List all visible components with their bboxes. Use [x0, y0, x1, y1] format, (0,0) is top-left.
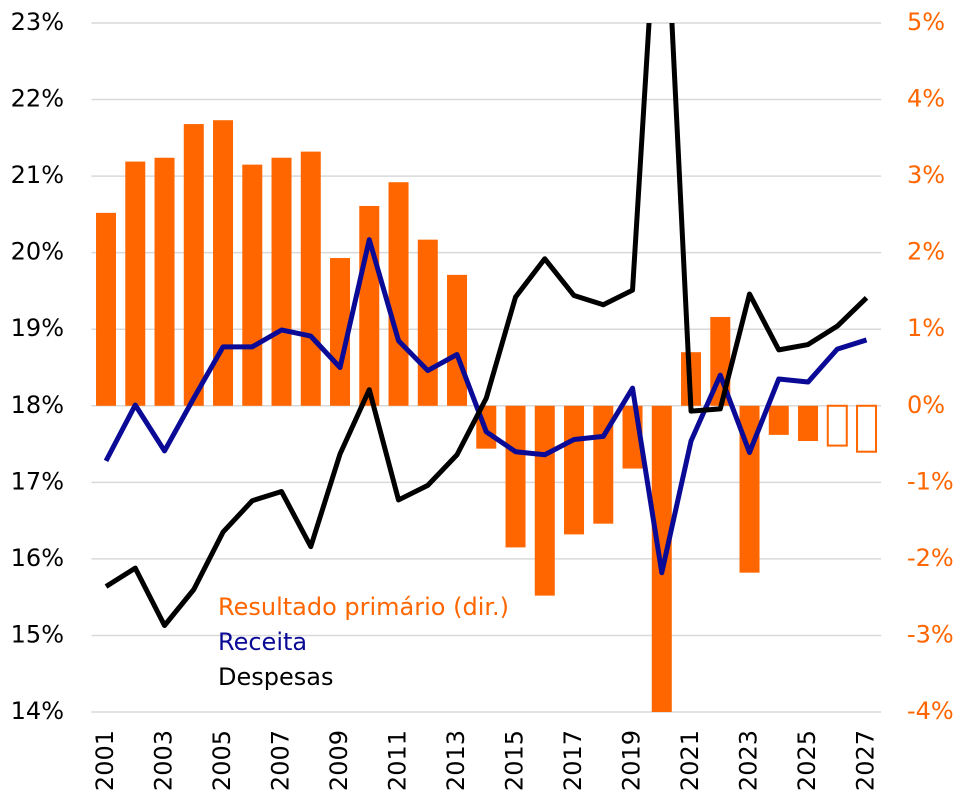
bar: [856, 404, 878, 453]
y-tick-label: 22%: [11, 85, 64, 113]
y2-tick-label: -4%: [907, 697, 954, 725]
legend-entry: Despesas: [218, 663, 333, 691]
y-tick-label: 23%: [11, 8, 64, 36]
y-tick-label: 19%: [11, 314, 64, 342]
lines: [103, 23, 869, 628]
x-tick-label: 2027: [852, 730, 880, 791]
bar: [213, 120, 234, 406]
x-tick-label: 2015: [501, 730, 529, 791]
x-tick-label: 2007: [267, 730, 295, 791]
bar: [96, 212, 117, 406]
y2-tick-label: -1%: [907, 467, 954, 495]
y2-tick-label: 5%: [907, 8, 945, 36]
x-tick-label: 2001: [91, 730, 119, 791]
bar: [359, 205, 380, 406]
bar: [154, 157, 175, 406]
bar: [534, 405, 555, 596]
labels: 14% 15% 16% 17% 18% 19% 20% 21% 22% 23% -4% -3% -2% -…: [11, 8, 954, 791]
y-tick-label: 16%: [11, 544, 64, 572]
x-tick-label: 2025: [793, 730, 821, 791]
x-tick-label: 2023: [735, 730, 763, 791]
bar: [242, 164, 263, 406]
y-tick-label: 17%: [11, 467, 64, 495]
bar: [125, 161, 146, 406]
y-tick-label: 20%: [11, 238, 64, 266]
bar: [183, 124, 204, 406]
x-tick-label: 2019: [618, 730, 646, 791]
y2-tick-label: 4%: [907, 85, 945, 113]
x-tick-label: 2011: [384, 730, 412, 791]
x-tick-label: 2009: [325, 730, 353, 791]
bar: [768, 405, 789, 435]
bar: [739, 405, 760, 573]
bars: [96, 120, 878, 712]
bar: [417, 239, 438, 406]
y2-tick-label: 0%: [907, 391, 945, 419]
legend-entry: Receita: [218, 628, 307, 656]
bar: [388, 182, 409, 406]
y2-tick-label: 1%: [907, 314, 945, 342]
y-tick-label: 15%: [11, 620, 64, 648]
y2-tick-label: 3%: [907, 161, 945, 189]
bar: [798, 405, 819, 441]
y2-tick-label: -2%: [907, 544, 954, 572]
bar: [330, 258, 351, 406]
bar: [564, 405, 585, 535]
bar: [505, 405, 526, 548]
line: [103, 237, 868, 576]
x-tick-label: 2021: [676, 730, 704, 791]
y2-tick-label: -3%: [907, 620, 954, 648]
y-tick-label: 21%: [11, 161, 64, 189]
bar: [447, 274, 468, 406]
x-tick-label: 2005: [208, 730, 236, 791]
bar: [271, 157, 292, 406]
x-tick-label: 2003: [150, 730, 178, 791]
x-tick-label: 2017: [559, 730, 587, 791]
legend-entry: Resultado primário (dir.): [218, 593, 509, 621]
bar: [826, 404, 848, 447]
line: [104, 23, 869, 628]
y-tick-label: 14%: [11, 697, 64, 725]
y2-tick-label: 2%: [907, 238, 945, 266]
y-tick-label: 18%: [11, 391, 64, 419]
bar: [300, 151, 321, 406]
x-tick-label: 2013: [442, 730, 470, 791]
